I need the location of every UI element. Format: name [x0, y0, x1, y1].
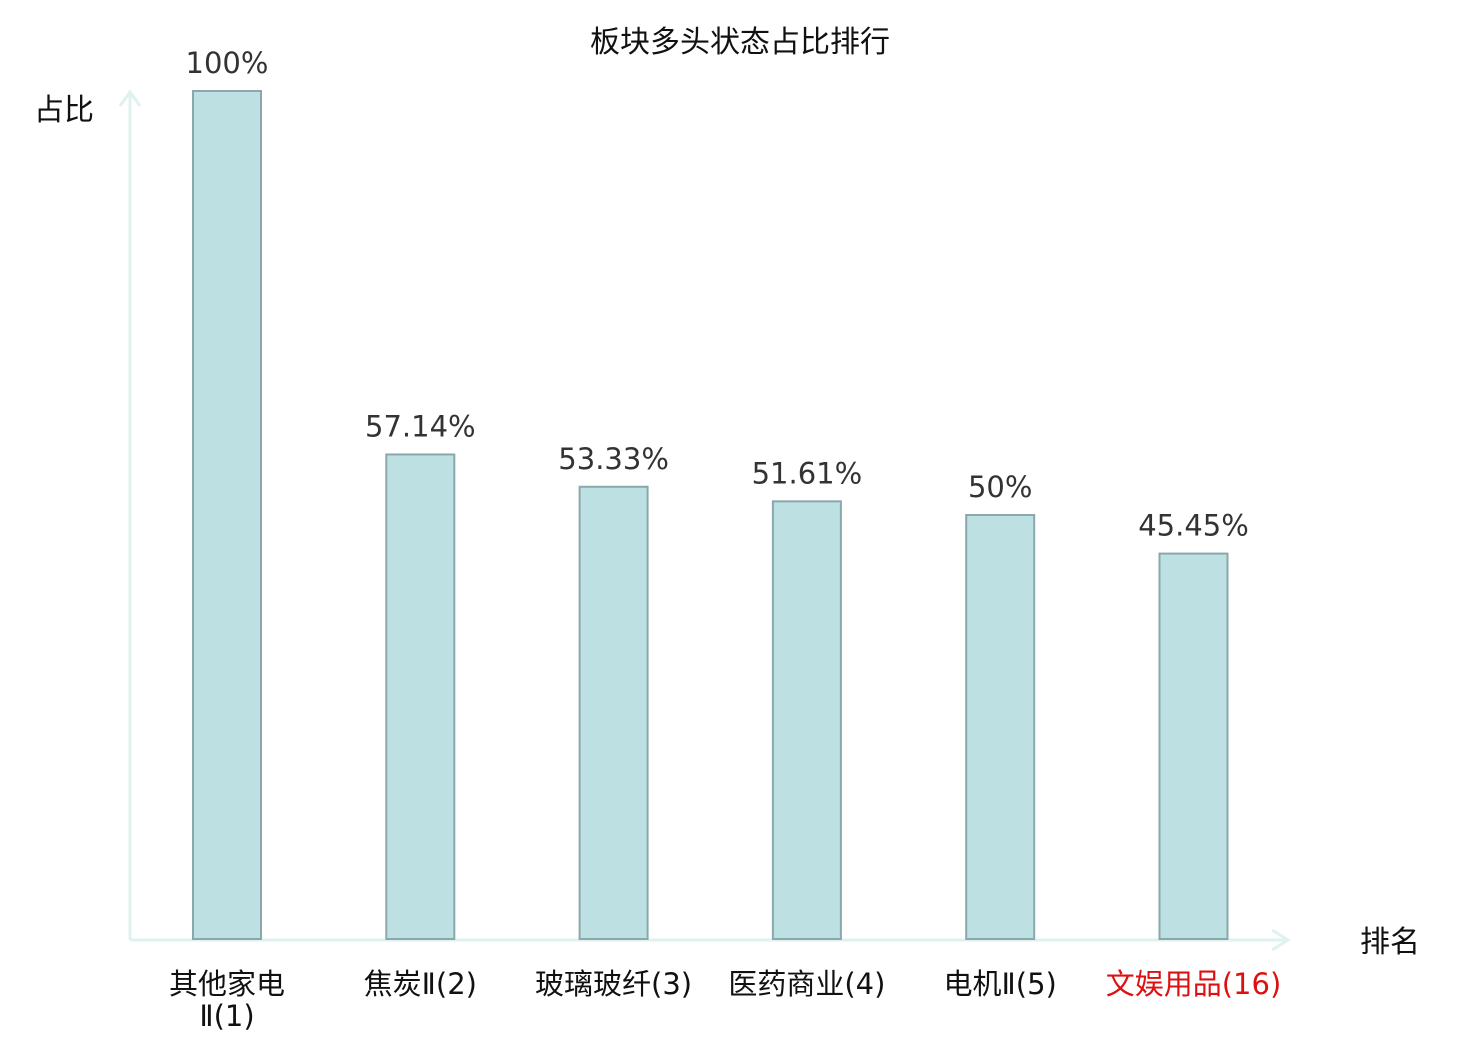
- x-axis-arrow-icon: [1271, 928, 1291, 952]
- bar-value-label: 50%: [968, 470, 1032, 504]
- category-labels-group: 其他家电 Ⅱ(1) 焦炭Ⅱ(2) 玻璃玻纤(3) 医药商业(4) 电机Ⅱ(5) 文娱用品(1…: [169, 967, 1281, 1033]
- category-tick-label: 焦炭Ⅱ(2): [364, 967, 477, 1001]
- bars-group: [192, 90, 1229, 940]
- y-axis-arrow-icon: [118, 89, 142, 107]
- category-tick-label: 电机Ⅱ(5): [944, 967, 1057, 1001]
- bar: [578, 485, 649, 940]
- category-tick-label: 文娱用品(16): [1106, 967, 1282, 1001]
- category-tick-label: 其他家电 Ⅱ(1): [169, 967, 285, 1033]
- y-axis-label: 占比: [34, 93, 94, 128]
- bar-value-label: 45.45%: [1138, 509, 1249, 543]
- bar-value-label: 51.61%: [752, 456, 863, 490]
- bar-value-label: 100%: [186, 46, 269, 80]
- category-tick-label: 玻璃玻纤(3): [535, 967, 692, 1001]
- category-tick-label: 医药商业(4): [728, 967, 885, 1001]
- value-labels-group: 100% 57.14% 53.33% 51.61% 50% 45.45%: [186, 46, 1249, 543]
- chart-axes: [118, 89, 1291, 952]
- bar: [1158, 552, 1229, 940]
- bar: [385, 453, 456, 940]
- bar: [965, 514, 1036, 940]
- bar-value-label: 57.14%: [365, 409, 476, 443]
- bar-value-label: 53.33%: [558, 442, 669, 476]
- bar: [192, 90, 262, 940]
- bar: [771, 500, 842, 940]
- chart-title: 板块多头状态占比排行: [590, 25, 890, 60]
- x-axis-label: 排名: [1360, 925, 1420, 960]
